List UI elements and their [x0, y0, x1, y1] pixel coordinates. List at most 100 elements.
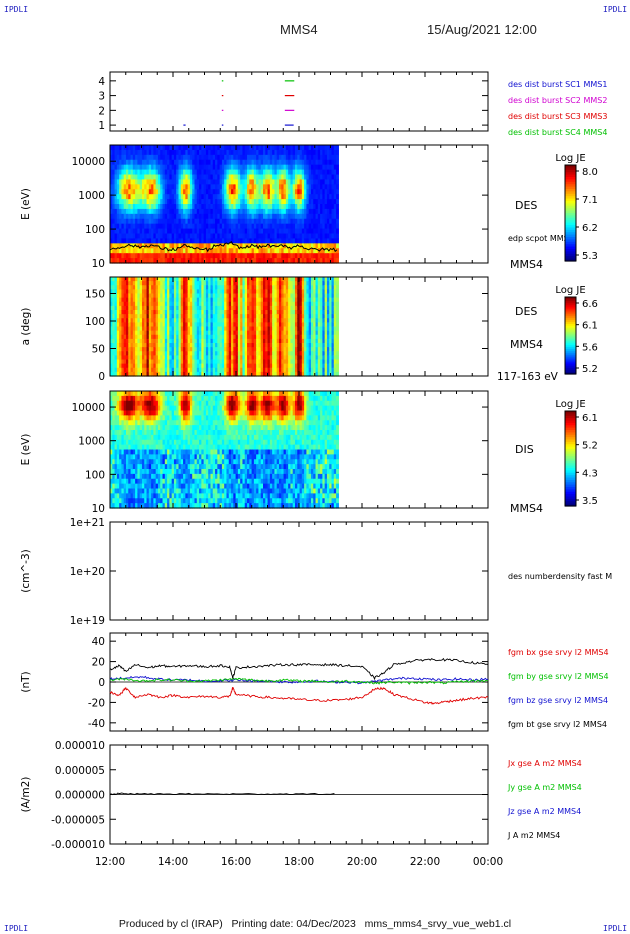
des-pitch-cell: [215, 338, 218, 344]
des-pitch-cell: [180, 285, 184, 290]
des-energy-cell: [121, 204, 125, 210]
des-energy-cell: [205, 253, 209, 259]
des-pitch-cell: [132, 314, 136, 319]
des-pitch-cell: [260, 281, 264, 286]
des-energy-cell: [260, 208, 264, 215]
des-energy-cell: [183, 228, 186, 235]
des-energy-cell: [294, 179, 298, 185]
des-pitch-cell: [320, 281, 323, 286]
des-energy-cell: [123, 184, 127, 190]
des-pitch-cell: [304, 363, 308, 369]
des-energy-cell: [178, 164, 182, 171]
des-energy-cell: [176, 218, 180, 225]
des-pitch-cell: [281, 297, 285, 303]
des-pitch-cell: [294, 347, 298, 352]
des-pitch-cell: [299, 351, 303, 356]
des-energy-colorbar-segment: [565, 213, 576, 216]
des-energy-cell: [317, 159, 321, 166]
des-energy-cell: [276, 184, 280, 190]
des-energy-cell: [235, 184, 239, 190]
des-pitch-cell: [258, 334, 262, 340]
des-pitch-cell: [119, 305, 123, 311]
des-pitch-cell: [219, 334, 223, 340]
des-pitch-cell: [226, 310, 230, 315]
des-energy-colorbar-tick-label: 7.1: [582, 195, 598, 206]
des-pitch-cell: [205, 305, 209, 311]
des-pitch-cell: [141, 289, 145, 295]
des-energy-cell: [278, 253, 282, 259]
des-energy-cell: [178, 253, 182, 259]
des-pitch-cell: [294, 334, 298, 340]
des-pitch-cell: [320, 318, 323, 323]
des-energy-cell: [263, 238, 266, 244]
des-energy-cell: [324, 218, 328, 225]
des-energy-cell: [153, 238, 157, 244]
des-energy-cell: [331, 159, 335, 166]
des-energy-cell: [219, 174, 223, 181]
des-energy-cell: [217, 204, 221, 210]
des-energy-cell: [265, 145, 269, 151]
des-pitch-cell: [278, 371, 282, 377]
des-energy-cell: [313, 184, 317, 190]
des-pitch-cell: [304, 322, 308, 328]
des-pitch-cell: [167, 355, 170, 361]
des-energy-cell: [324, 238, 328, 244]
des-energy-colorbar-segment: [565, 174, 576, 178]
des-energy-cell: [322, 179, 326, 185]
des-pitch-cell: [203, 338, 207, 344]
des-energy-cell: [226, 149, 230, 156]
des-energy-cell: [235, 253, 239, 259]
des-pitch-cell: [164, 343, 168, 348]
des-energy-cell: [331, 179, 335, 185]
des-energy-cell: [274, 194, 278, 200]
des-pitch-cell: [221, 285, 225, 290]
des-pitch-cell: [201, 281, 205, 286]
des-pitch-cell: [205, 347, 209, 352]
des-pitch-cell: [176, 310, 180, 315]
des-energy-cell: [283, 204, 287, 210]
des-pitch-cell: [203, 326, 207, 332]
des-energy-cell: [276, 228, 280, 235]
des-pitch-cell: [212, 305, 216, 311]
des-pitch-cell: [326, 305, 330, 311]
des-pitch-cell: [237, 343, 241, 348]
des-energy-cell: [221, 184, 225, 190]
des-pitch-cell: [226, 363, 230, 369]
des-energy-cell: [189, 233, 193, 240]
des-energy-cell: [180, 228, 184, 235]
des-energy-cell: [176, 228, 180, 235]
des-pitch-cell: [260, 338, 264, 344]
des-energy-colorbar-segment: [565, 181, 576, 185]
des-energy-cell: [212, 253, 216, 259]
des-energy-cell: [148, 179, 152, 185]
des-energy-cell: [301, 243, 305, 249]
des-energy-cell: [267, 213, 271, 220]
des-pitch-cell: [237, 330, 241, 336]
des-energy-cell: [160, 243, 164, 249]
des-pitch-cell: [221, 277, 225, 282]
des-energy-cell: [160, 258, 164, 264]
des-energy-cell: [201, 174, 205, 181]
des-energy-cell: [176, 164, 180, 171]
des-pitch-cell: [164, 347, 168, 352]
des-pitch-cell: [164, 326, 168, 332]
des-energy-cell: [285, 164, 289, 171]
des-pitch-cell: [121, 359, 125, 365]
des-pitch-cell: [192, 326, 196, 332]
des-energy-cell: [260, 253, 264, 259]
des-pitch-cell: [247, 297, 250, 303]
des-pitch-cell: [199, 305, 202, 311]
des-energy-cell: [155, 154, 159, 161]
des-energy-cell: [235, 248, 239, 254]
des-energy-cell: [315, 199, 319, 205]
des-pitch-cell: [208, 351, 212, 356]
des-energy-cell: [151, 145, 154, 151]
des-pitch-cell: [317, 281, 321, 286]
des-energy-cell: [306, 233, 310, 240]
des-pitch-cell: [192, 293, 196, 299]
des-pitch-cell: [260, 305, 264, 311]
des-pitch-cell: [237, 351, 241, 356]
des-pitch-cell: [281, 359, 285, 365]
des-pitch-cell: [242, 285, 246, 290]
des-energy-cell: [119, 189, 123, 195]
